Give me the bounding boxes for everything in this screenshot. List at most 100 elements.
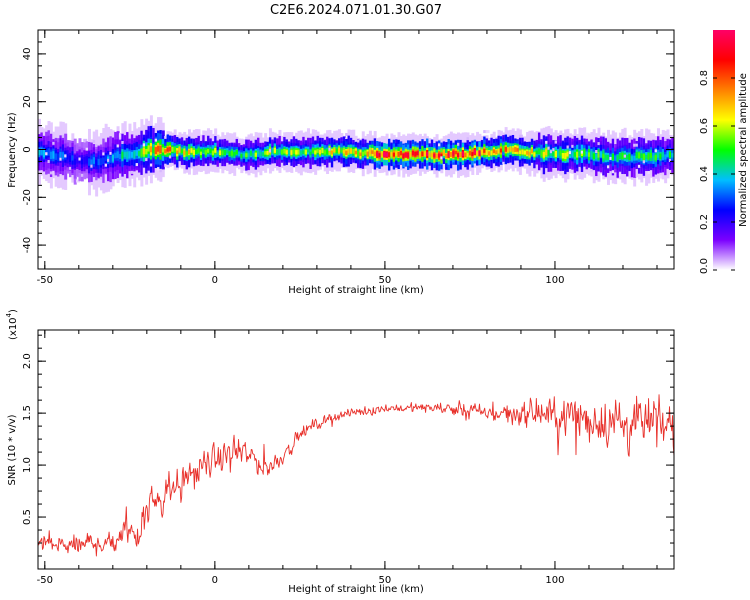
spectrogram-cell [614,155,618,162]
spectrogram-cell [559,150,563,156]
spectrogram-cell [633,155,637,161]
spectrogram-cell [473,149,477,154]
x-tick-label: 100 [545,275,564,286]
spectrogram-cell [664,154,668,160]
spectrogram-cell [109,155,113,163]
spectrogram-cell [576,151,580,158]
spectrogram-speckle [642,160,647,164]
spectrogram-cell [578,150,582,157]
spectrogram-cell [154,147,158,155]
spectrogram-cell [190,148,194,153]
spectrogram-speckle [92,139,97,143]
spectrogram-ticks: -50 0 50 100 -40 -20 0 20 40 [22,29,674,286]
spectrogram-cell [266,150,270,155]
spectrogram-ylabel: Frequency (Hz) [7,112,18,188]
spectrogram-cell [159,145,163,154]
spectrogram-cell [171,146,175,152]
spectrogram-cell [642,153,646,161]
spectrogram-speckle [90,164,95,168]
spectrogram-cell [95,159,99,167]
spectrogram-cell [323,150,327,155]
spectrogram-cell [640,153,644,159]
spectrogram-cell [295,150,299,155]
spectrogram-speckle [571,144,576,148]
spectrogram-cell [399,150,403,156]
spectrogram-cell [42,149,46,158]
spectrogram-speckle [580,150,585,154]
spectrogram-cell [147,145,151,152]
spectrogram-speckle [597,142,602,146]
colorbar-gradient [713,30,735,270]
spectrogram-cell [242,153,246,157]
spectrogram-cell [85,156,89,164]
spectrogram-cell [111,155,115,162]
spectrogram-cell [523,150,527,155]
spectrogram-speckle [49,171,54,175]
spectrogram-cell [583,149,587,156]
spectrogram-cell [521,149,525,155]
spectrogram-cell [492,149,496,154]
spectrogram-cell [49,151,53,160]
spectrogram-speckle [549,150,554,154]
x-tick-label: 50 [379,275,392,286]
spectrogram-cell [237,151,241,157]
spectrogram-speckle [157,167,162,171]
spectrogram-speckle [168,155,173,159]
spectrogram-speckle [142,143,147,147]
spectrogram-cell [654,154,658,160]
y-tick-label: 40 [22,48,33,61]
spectrogram-cell [621,152,625,159]
spectrogram-cell [92,157,96,164]
spectrogram-cell [485,150,489,155]
spectrogram-cell [337,148,341,153]
spectrogram-cell [618,152,622,160]
spectrogram-cell [185,151,189,156]
spectrogram-cell [554,151,558,158]
spectrogram-cell [545,149,549,156]
spectrogram-cell [437,153,441,158]
spectrogram-speckle [357,139,361,143]
spectrogram-cell [207,149,211,153]
spectrogram-cell [597,151,601,158]
spectrogram-cell [383,151,387,157]
spectrogram-speckle [268,149,273,153]
spectrogram-cell [404,152,408,157]
spectrogram-cell [376,152,380,157]
spectrogram-speckle [59,157,64,161]
spectrogram-cell [233,151,237,157]
spectrogram-cell [280,149,284,155]
spectrogram-cell [195,149,199,155]
spectrogram-cell [304,149,308,155]
spectrogram-speckle [102,152,107,156]
y-tick-label: -20 [22,189,33,205]
spectrogram-cell [245,153,249,157]
spectrogram-cell [257,150,261,155]
spectrogram-cell [199,151,203,156]
spectrogram-cell [114,152,118,159]
spectrogram-cell [149,146,153,153]
spectrogram-speckle [518,134,523,138]
spectrogram-cell [209,148,213,154]
spectrogram-cell [247,152,251,157]
spectrogram-cell [630,156,634,161]
spectrogram-cell [535,150,539,155]
spectrogram-cell [566,151,570,157]
spectrogram-cell [397,152,401,157]
spectrogram-speckle [121,141,126,145]
spectrogram-cell [552,151,556,157]
spectrogram-cell [461,151,465,157]
spectrogram-speckle [568,151,573,155]
spectrogram-speckle [623,154,628,158]
spectrogram-cell [333,148,337,153]
spectrogram-cell [297,149,301,155]
snr-multiplier-close: ) [8,309,19,313]
spectrogram-cell [330,150,334,155]
spectrogram-cell [264,151,268,155]
spectrogram-cell [452,151,456,157]
x-tick-label: -50 [37,575,53,586]
spectrogram-speckle [83,138,88,142]
spectrogram-cell [656,151,660,158]
spectrogram-cell [254,152,258,157]
spectrogram-speckle [76,179,81,183]
spectrogram-cell [585,151,589,157]
